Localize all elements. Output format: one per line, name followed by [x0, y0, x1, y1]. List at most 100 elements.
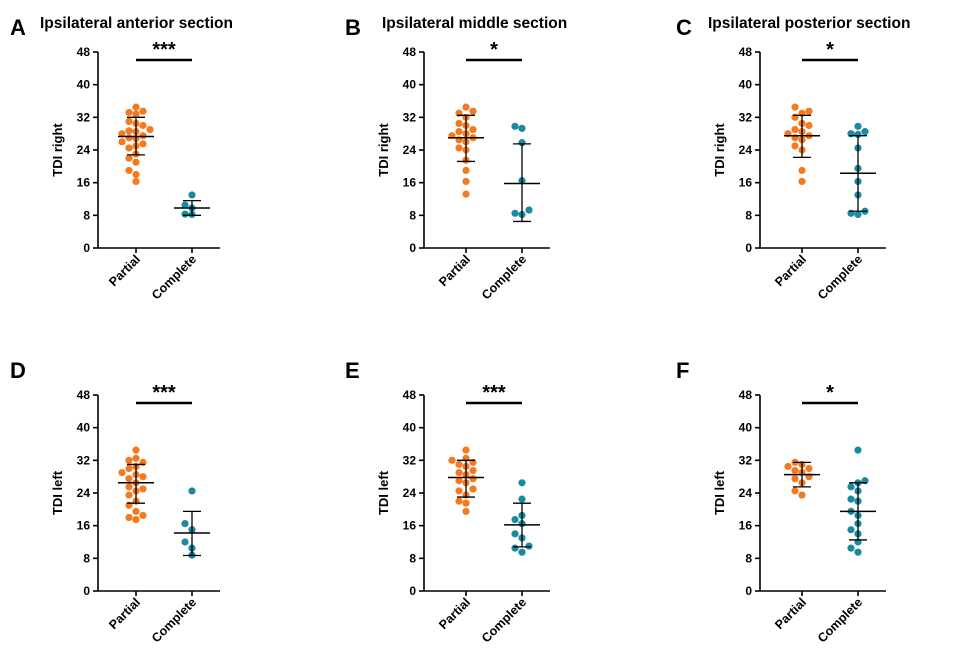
data-point	[854, 210, 862, 219]
panel-title: Ipsilateral anterior section	[40, 15, 233, 32]
data-point	[518, 495, 526, 503]
panel-letter: B	[345, 15, 361, 40]
panel-e: E 0 8 16 24 32 40 48 TDI left Partial Complete ***	[345, 358, 550, 645]
series-partial	[784, 103, 820, 186]
panel-letter: A	[10, 15, 26, 40]
data-point	[125, 513, 133, 522]
y-tick-label: 48	[77, 388, 91, 402]
data-point	[455, 460, 463, 469]
data-point	[132, 177, 140, 186]
panel-a: A Ipsilateral anterior section 0 8 16 24 32 40 4…	[10, 15, 233, 302]
x-tick-label-partial: Partial	[772, 252, 809, 289]
data-point	[525, 206, 533, 214]
data-point	[791, 466, 799, 475]
data-point	[132, 103, 140, 111]
data-point	[118, 468, 126, 477]
data-point	[854, 548, 862, 556]
y-axis-title: TDI left	[376, 470, 391, 515]
data-point	[132, 507, 140, 515]
series-partial	[118, 103, 154, 186]
x-tick-label-complete: Complete	[479, 252, 529, 302]
y-tick-label: 48	[403, 45, 417, 59]
panel-c: C Ipsilateral posterior section 0 8 16 24 32 40…	[676, 15, 910, 302]
y-axis-title: TDI right	[712, 123, 727, 177]
y-tick-label: 8	[409, 208, 416, 222]
y-axis-title: TDI left	[712, 470, 727, 515]
y-tick-label: 16	[403, 176, 417, 190]
y-tick-label: 48	[739, 388, 753, 402]
y-tick-label: 16	[77, 519, 91, 533]
panel-letter: F	[676, 358, 689, 383]
y-tick-label: 40	[403, 421, 417, 435]
data-point	[455, 468, 463, 477]
y-tick-label: 40	[403, 78, 417, 92]
panel-d: D 0 8 16 24 32 40 48 TDI left Partial Complete ***	[10, 358, 220, 645]
y-tick-label: 0	[83, 584, 90, 598]
data-point	[125, 117, 133, 126]
panel-title: Ipsilateral middle section	[382, 15, 567, 32]
data-point	[455, 477, 463, 485]
x-tick-label-partial: Partial	[106, 252, 143, 289]
data-point	[462, 499, 470, 507]
data-point	[188, 487, 196, 495]
data-point	[118, 138, 126, 146]
y-tick-label: 0	[409, 241, 416, 255]
data-point	[455, 128, 463, 136]
data-point	[518, 124, 526, 132]
data-point	[469, 475, 477, 483]
data-point	[125, 483, 133, 491]
data-point	[784, 462, 792, 471]
panel-f: F 0 8 16 24 32 40 48 TDI left Partial Complete *	[676, 358, 886, 645]
y-axis-title: TDI right	[376, 123, 391, 177]
data-point	[511, 122, 519, 130]
y-tick-label: 32	[739, 453, 753, 467]
data-point	[132, 158, 140, 166]
x-tick-label-partial: Partial	[436, 252, 473, 289]
data-point	[861, 128, 869, 136]
y-axis-title: TDI right	[50, 123, 65, 177]
data-point	[139, 473, 147, 481]
data-point	[455, 497, 463, 505]
significance-label: *	[490, 39, 498, 61]
data-point	[469, 125, 477, 134]
significance-label: ***	[482, 382, 506, 404]
data-point	[188, 191, 196, 199]
data-point	[125, 144, 133, 152]
data-point	[139, 511, 147, 520]
data-point	[125, 456, 133, 464]
data-point	[511, 515, 519, 524]
y-tick-label: 32	[77, 453, 91, 467]
panel-title: Ipsilateral posterior section	[708, 15, 910, 32]
significance-label: *	[826, 382, 834, 404]
panel-letter: E	[345, 358, 360, 383]
y-tick-label: 8	[83, 551, 90, 565]
series-partial	[118, 446, 154, 524]
y-tick-label: 32	[403, 453, 417, 467]
data-point	[462, 446, 470, 454]
y-tick-label: 48	[77, 45, 91, 59]
data-point	[847, 483, 855, 491]
y-tick-label: 40	[739, 421, 753, 435]
y-tick-label: 0	[745, 584, 752, 598]
data-point	[854, 446, 862, 454]
y-tick-label: 40	[77, 421, 91, 435]
data-point	[125, 464, 133, 473]
series-complete	[504, 122, 540, 223]
y-tick-label: 48	[739, 45, 753, 59]
data-point	[132, 454, 140, 462]
data-point	[462, 507, 470, 515]
data-point	[125, 134, 133, 142]
data-point	[125, 154, 133, 162]
data-point	[805, 121, 813, 130]
data-point	[139, 107, 147, 115]
data-point	[805, 107, 813, 115]
y-tick-label: 16	[739, 519, 753, 533]
x-tick-label-complete: Complete	[815, 595, 865, 645]
data-point	[511, 530, 519, 538]
data-point	[469, 466, 477, 475]
data-point	[181, 538, 189, 546]
data-point	[181, 210, 189, 218]
y-tick-label: 40	[77, 78, 91, 92]
x-tick-label-complete: Complete	[815, 252, 865, 302]
